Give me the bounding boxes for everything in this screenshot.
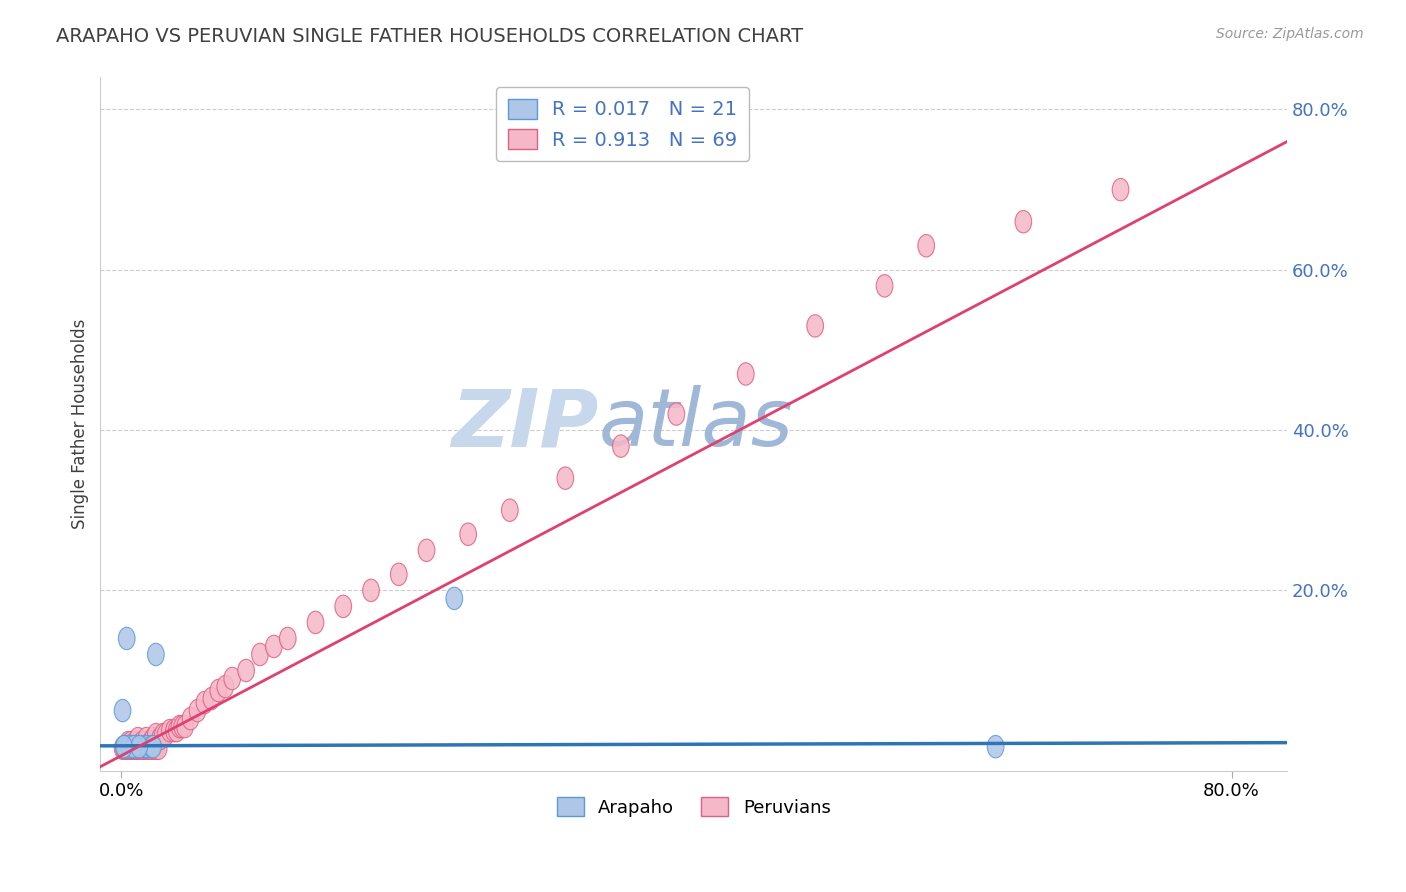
Ellipse shape <box>124 735 141 758</box>
Ellipse shape <box>139 735 156 758</box>
Ellipse shape <box>128 737 145 759</box>
Ellipse shape <box>120 731 136 754</box>
Ellipse shape <box>1015 211 1032 233</box>
Ellipse shape <box>335 595 352 617</box>
Ellipse shape <box>169 720 186 742</box>
Ellipse shape <box>460 523 477 546</box>
Ellipse shape <box>209 680 226 702</box>
Ellipse shape <box>122 735 139 758</box>
Ellipse shape <box>172 715 188 738</box>
Ellipse shape <box>134 737 150 759</box>
Ellipse shape <box>252 643 269 665</box>
Ellipse shape <box>557 467 574 490</box>
Ellipse shape <box>145 727 162 750</box>
Ellipse shape <box>1112 178 1129 201</box>
Ellipse shape <box>238 659 254 681</box>
Ellipse shape <box>132 737 149 759</box>
Ellipse shape <box>127 735 143 758</box>
Ellipse shape <box>139 737 156 759</box>
Ellipse shape <box>121 737 138 759</box>
Ellipse shape <box>157 723 174 746</box>
Ellipse shape <box>155 723 172 746</box>
Ellipse shape <box>202 688 219 710</box>
Ellipse shape <box>190 699 205 722</box>
Ellipse shape <box>266 635 283 657</box>
Ellipse shape <box>114 737 131 759</box>
Ellipse shape <box>807 315 824 337</box>
Ellipse shape <box>118 737 135 759</box>
Ellipse shape <box>127 737 143 759</box>
Ellipse shape <box>125 737 142 759</box>
Ellipse shape <box>134 735 150 758</box>
Ellipse shape <box>217 675 233 698</box>
Y-axis label: Single Father Households: Single Father Households <box>72 318 89 529</box>
Ellipse shape <box>418 539 434 562</box>
Ellipse shape <box>118 627 135 649</box>
Ellipse shape <box>143 737 160 759</box>
Ellipse shape <box>150 737 167 759</box>
Ellipse shape <box>131 737 148 759</box>
Ellipse shape <box>152 727 169 750</box>
Ellipse shape <box>177 715 194 738</box>
Ellipse shape <box>124 737 141 759</box>
Ellipse shape <box>876 275 893 297</box>
Ellipse shape <box>146 737 163 759</box>
Ellipse shape <box>145 735 162 758</box>
Ellipse shape <box>148 723 165 746</box>
Text: ARAPAHO VS PERUVIAN SINGLE FATHER HOUSEHOLDS CORRELATION CHART: ARAPAHO VS PERUVIAN SINGLE FATHER HOUSEH… <box>56 27 803 45</box>
Ellipse shape <box>918 235 935 257</box>
Ellipse shape <box>120 735 136 758</box>
Ellipse shape <box>117 737 134 759</box>
Ellipse shape <box>122 737 139 759</box>
Ellipse shape <box>148 643 165 665</box>
Ellipse shape <box>129 727 146 750</box>
Text: Source: ZipAtlas.com: Source: ZipAtlas.com <box>1216 27 1364 41</box>
Ellipse shape <box>120 737 136 759</box>
Ellipse shape <box>138 735 155 758</box>
Ellipse shape <box>166 720 183 742</box>
Text: atlas: atlas <box>599 385 793 463</box>
Ellipse shape <box>135 737 152 759</box>
Ellipse shape <box>127 731 143 754</box>
Ellipse shape <box>138 737 155 759</box>
Ellipse shape <box>115 735 132 758</box>
Ellipse shape <box>195 691 212 714</box>
Ellipse shape <box>114 699 131 722</box>
Legend: Arapaho, Peruvians: Arapaho, Peruvians <box>550 790 838 824</box>
Ellipse shape <box>391 563 408 585</box>
Ellipse shape <box>280 627 297 649</box>
Ellipse shape <box>125 735 142 758</box>
Ellipse shape <box>134 731 150 754</box>
Ellipse shape <box>143 735 160 758</box>
Ellipse shape <box>613 435 628 458</box>
Ellipse shape <box>131 735 148 758</box>
Ellipse shape <box>668 403 685 425</box>
Ellipse shape <box>502 499 519 522</box>
Ellipse shape <box>141 737 157 759</box>
Text: ZIP: ZIP <box>451 385 599 463</box>
Ellipse shape <box>122 731 139 754</box>
Ellipse shape <box>115 737 132 759</box>
Ellipse shape <box>115 735 132 758</box>
Ellipse shape <box>446 587 463 609</box>
Ellipse shape <box>129 735 146 758</box>
Ellipse shape <box>121 735 138 758</box>
Ellipse shape <box>224 667 240 690</box>
Ellipse shape <box>138 727 155 750</box>
Ellipse shape <box>142 731 159 754</box>
Ellipse shape <box>129 737 146 759</box>
Ellipse shape <box>183 707 198 730</box>
Ellipse shape <box>307 611 323 633</box>
Ellipse shape <box>148 737 165 759</box>
Ellipse shape <box>117 735 134 758</box>
Ellipse shape <box>987 735 1004 758</box>
Ellipse shape <box>136 731 153 754</box>
Ellipse shape <box>174 715 191 738</box>
Ellipse shape <box>162 720 179 742</box>
Ellipse shape <box>363 579 380 601</box>
Ellipse shape <box>737 363 754 385</box>
